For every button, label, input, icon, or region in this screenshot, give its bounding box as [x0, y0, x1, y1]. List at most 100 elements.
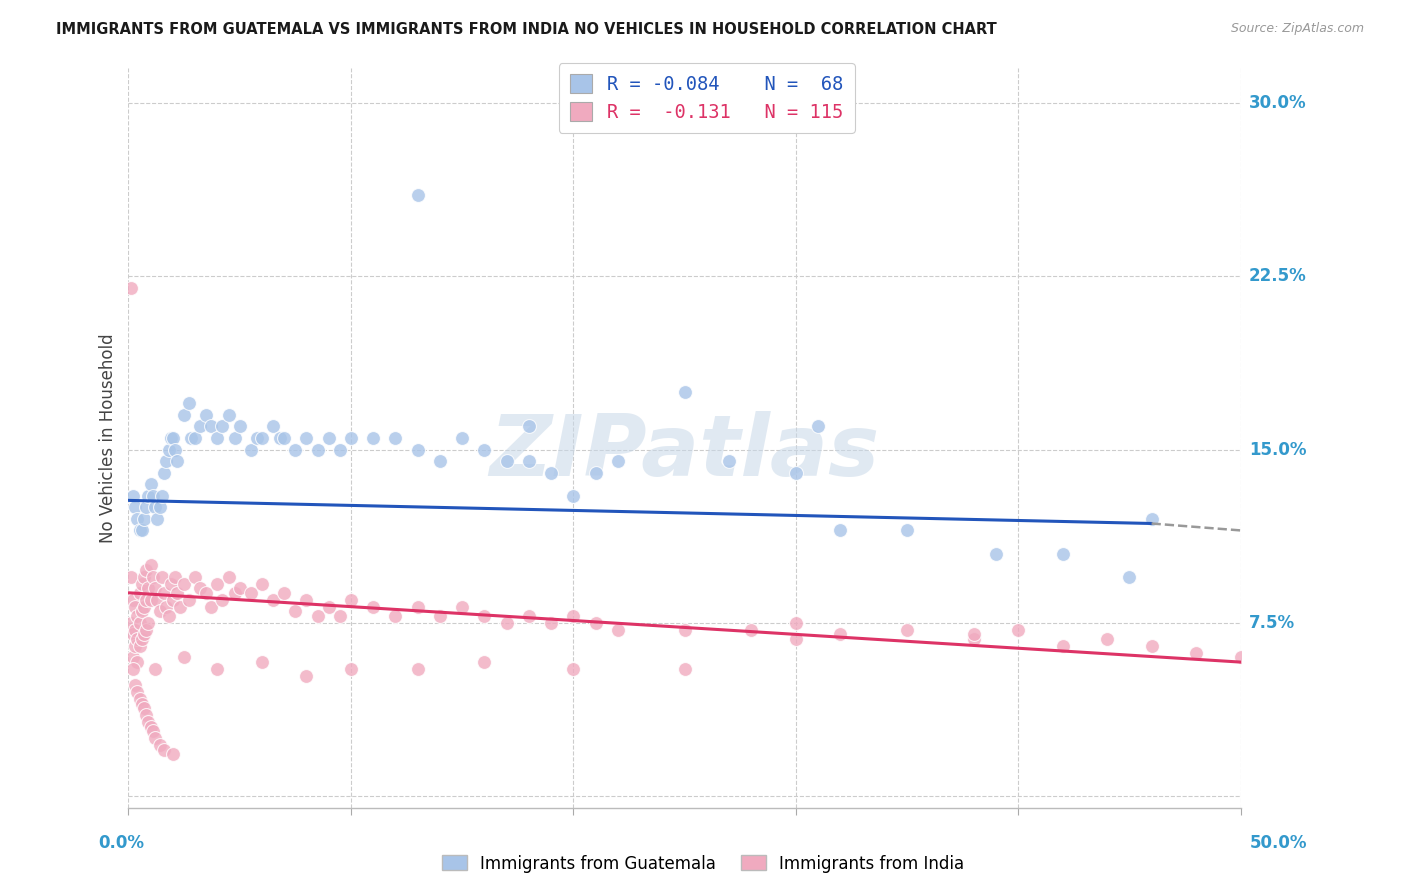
Text: 7.5%: 7.5% [1249, 614, 1295, 632]
Point [135, 623, 157, 637]
Point [149, 604, 172, 618]
Point [717, 454, 740, 468]
Point [1229, 650, 1251, 665]
Point [406, 662, 429, 676]
Point [143, 731, 166, 746]
Point [246, 431, 269, 445]
Point [166, 586, 188, 600]
Point [143, 581, 166, 595]
Point [295, 592, 318, 607]
Point [155, 454, 177, 468]
Point [340, 592, 363, 607]
Point [273, 431, 295, 445]
Point [131, 576, 153, 591]
Point [149, 738, 172, 752]
Point [307, 608, 329, 623]
Point [963, 632, 986, 646]
Point [472, 608, 495, 623]
Point [162, 431, 184, 445]
Point [127, 608, 149, 623]
Point [153, 743, 176, 757]
Point [384, 608, 406, 623]
Point [295, 669, 318, 683]
Point [984, 547, 1007, 561]
Point [307, 442, 329, 457]
Point [135, 563, 157, 577]
Point [830, 627, 852, 641]
Point [159, 576, 181, 591]
Point [143, 500, 166, 515]
Point [673, 384, 696, 399]
Point [131, 632, 153, 646]
Point [139, 720, 162, 734]
Point [785, 466, 807, 480]
Point [250, 431, 273, 445]
Point [128, 615, 150, 630]
Point [184, 431, 207, 445]
Point [132, 701, 155, 715]
Point [200, 419, 222, 434]
Point [218, 408, 240, 422]
Point [157, 608, 180, 623]
Point [142, 569, 165, 583]
Point [127, 632, 149, 646]
Point [138, 489, 160, 503]
Point [896, 524, 918, 538]
Point [361, 599, 384, 614]
Point [495, 454, 517, 468]
Point [139, 592, 162, 607]
Point [451, 599, 474, 614]
Point [673, 623, 696, 637]
Point [146, 512, 169, 526]
Point [173, 408, 195, 422]
Point [340, 431, 363, 445]
Point [122, 627, 145, 641]
Point [239, 586, 262, 600]
Point [262, 592, 284, 607]
Point [585, 615, 607, 630]
Point [562, 608, 585, 623]
Point [224, 586, 246, 600]
Point [517, 608, 540, 623]
Point [429, 608, 451, 623]
Point [284, 604, 307, 618]
Point [122, 592, 145, 607]
Point [142, 724, 165, 739]
Point [406, 188, 429, 202]
Point [127, 685, 149, 699]
Point [131, 697, 153, 711]
Point [131, 604, 153, 618]
Point [228, 581, 250, 595]
Point [122, 650, 145, 665]
Point [127, 655, 149, 669]
Point [155, 599, 177, 614]
Point [295, 431, 318, 445]
Point [340, 662, 363, 676]
Point [517, 454, 540, 468]
Point [162, 747, 184, 762]
Point [120, 569, 142, 583]
Point [180, 431, 202, 445]
Text: 15.0%: 15.0% [1249, 441, 1306, 458]
Point [146, 592, 169, 607]
Text: 0.0%: 0.0% [98, 834, 145, 852]
Point [207, 431, 229, 445]
Point [135, 500, 157, 515]
Text: 50.0%: 50.0% [1250, 834, 1308, 852]
Point [124, 639, 146, 653]
Point [269, 431, 291, 445]
Point [188, 581, 211, 595]
Point [149, 500, 172, 515]
Point [1118, 569, 1140, 583]
Point [1052, 639, 1074, 653]
Point [429, 454, 451, 468]
Point [207, 576, 229, 591]
Point [124, 599, 146, 614]
Point [166, 454, 188, 468]
Point [830, 524, 852, 538]
Point [124, 623, 146, 637]
Point [120, 615, 142, 630]
Point [406, 599, 429, 614]
Point [211, 592, 233, 607]
Point [1185, 646, 1208, 660]
